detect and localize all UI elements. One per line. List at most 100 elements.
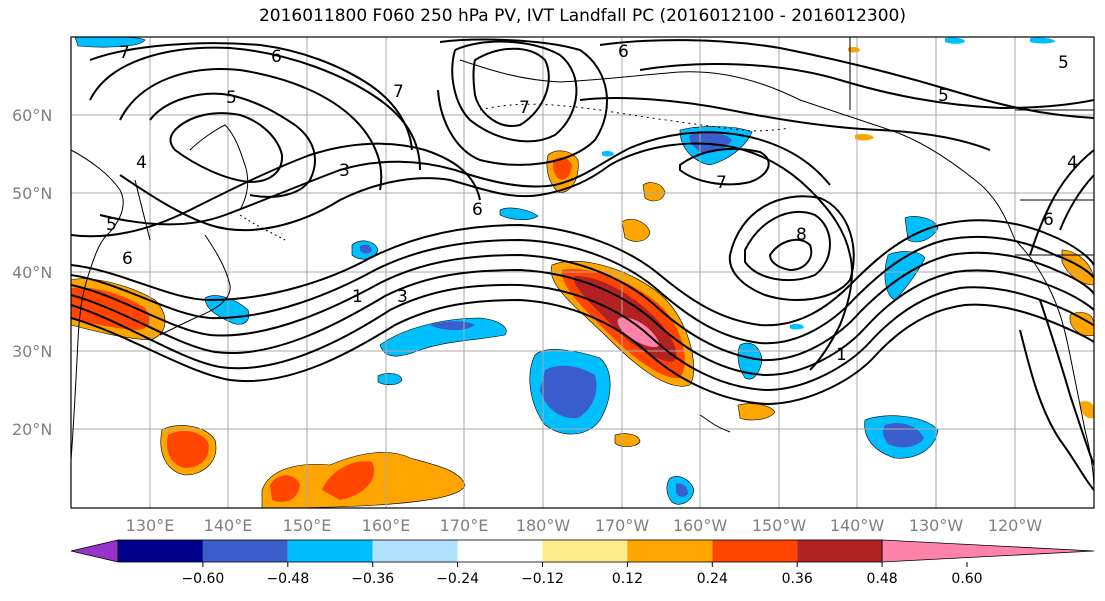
negative-anomaly-region [379,317,507,357]
kamchatka-coastline [189,124,249,211]
alaska-coastline [459,59,1016,241]
lon-label: 140°W [830,516,885,535]
contour-label: 3 [397,287,408,307]
colorbar-extend-high [881,539,1095,563]
contour-label: 1 [352,287,363,307]
lon-label: 170°E [440,516,489,535]
contour-label: 6 [1043,210,1054,230]
colorbar-tick-label: −0.24 [436,571,479,587]
contour-label: 7 [119,43,130,63]
pv-contour-line [451,40,578,143]
lat-label: 20°N [12,420,52,439]
japan-coastline [159,234,231,336]
contour-label: 7 [716,173,727,193]
contour-label: 1 [836,345,847,365]
positive-anomaly-region [737,403,776,421]
contour-label: 5 [106,215,117,235]
asia-coastline [71,149,124,461]
longitude-labels: 130°E 140°E 150°E 160°E 170°E 180°W 170°… [126,516,1043,535]
pv-contour-line [71,298,1094,406]
positive-anomaly-region [322,461,375,500]
colorbar-segment [797,540,883,562]
lon-label: 120°W [988,516,1043,535]
colorbar-tick-label: 0.60 [951,571,982,587]
canada-border [849,37,1094,256]
contour-label: 5 [226,88,237,108]
coastlines [71,37,1094,491]
pv-contour-line [149,92,316,198]
north-america-west-coast [1014,239,1094,491]
contour-label: 7 [519,98,530,118]
pv-contour-line [71,268,1094,377]
contour-label: 5 [1058,53,1069,73]
colorbar-segment [457,540,543,562]
negative-anomaly-region [1030,37,1055,44]
positive-anomaly-region [1069,312,1094,337]
pv-contour-line [728,195,855,301]
contour-label: 4 [136,153,147,173]
negative-anomaly-region [377,373,403,386]
colorbar-tick-label: −0.12 [521,571,564,587]
latitude-labels: 60°N 50°N 40°N 30°N 20°N [12,106,52,439]
lon-label: 140°E [204,516,253,535]
map-frame [70,36,1095,509]
lat-label: 40°N [12,263,52,282]
colorbar-tick-label: 0.12 [612,571,643,587]
negative-anomaly-region [945,37,965,44]
pv-contour-line [169,112,284,184]
colorbar-segment [202,540,288,562]
lat-label: 60°N [12,106,52,125]
pv-contour-line [768,238,813,272]
contour-label: 3 [339,161,350,181]
pv-contour-line [472,47,550,127]
contour-label: 8 [796,225,807,245]
colorbar-segment [627,540,713,562]
lon-label: 130°E [126,516,175,535]
pv-contour-line [1039,299,1094,466]
lon-label: 150°E [283,516,332,535]
lon-label: 160°E [362,516,411,535]
colorbar-segment [118,540,203,562]
pv-contour-line [579,97,991,151]
lat-label: 50°N [12,184,52,203]
colorbar-ticks [202,562,968,567]
positive-anomaly-region [553,157,572,180]
positive-anomaly-region [621,219,651,242]
pv-contour-line [71,142,481,238]
colorbar: −0.60 −0.48 −0.36 −0.24 −0.12 0.12 0.24 … [70,539,1095,587]
pv-contour-line [71,219,1094,327]
colorbar-tick-label: −0.60 [181,571,224,587]
pv-contour-line [119,142,853,371]
pv-contour-line [1059,174,1094,231]
lon-label: 150°W [752,516,807,535]
colorbar-segment [372,540,458,562]
negative-anomaly-region [737,342,763,380]
colorbar-tick-label: 0.48 [867,571,898,587]
positive-anomaly-region [642,182,666,202]
positive-anomaly-region [270,475,300,502]
negative-anomaly-region [499,207,539,220]
positive-anomaly-region [617,317,660,347]
pv-contour-line [89,42,413,151]
pv-contour-line [71,283,1094,392]
pv-contour-line [71,251,1094,362]
positive-anomaly-region [855,134,874,141]
contour-label: 5 [938,86,949,106]
pv-contour-line [639,63,1094,110]
positive-anomaly-region [166,430,209,468]
pv-contour-line [99,131,831,226]
lon-label: 170°W [595,516,650,535]
positive-anomaly-region [1061,249,1094,286]
graticule [71,37,1094,508]
negative-anomaly-region [602,151,614,157]
negative-anomaly-region [360,244,372,254]
negative-anomaly-region [790,324,804,330]
pv-contour-line [119,68,383,191]
contour-label: 6 [618,42,629,62]
pv-contour-line [679,147,770,186]
positive-anomaly-region [614,433,641,447]
contour-label: 6 [122,249,133,269]
colorbar-segment [287,540,373,562]
positive-anomaly-region [1080,401,1094,419]
